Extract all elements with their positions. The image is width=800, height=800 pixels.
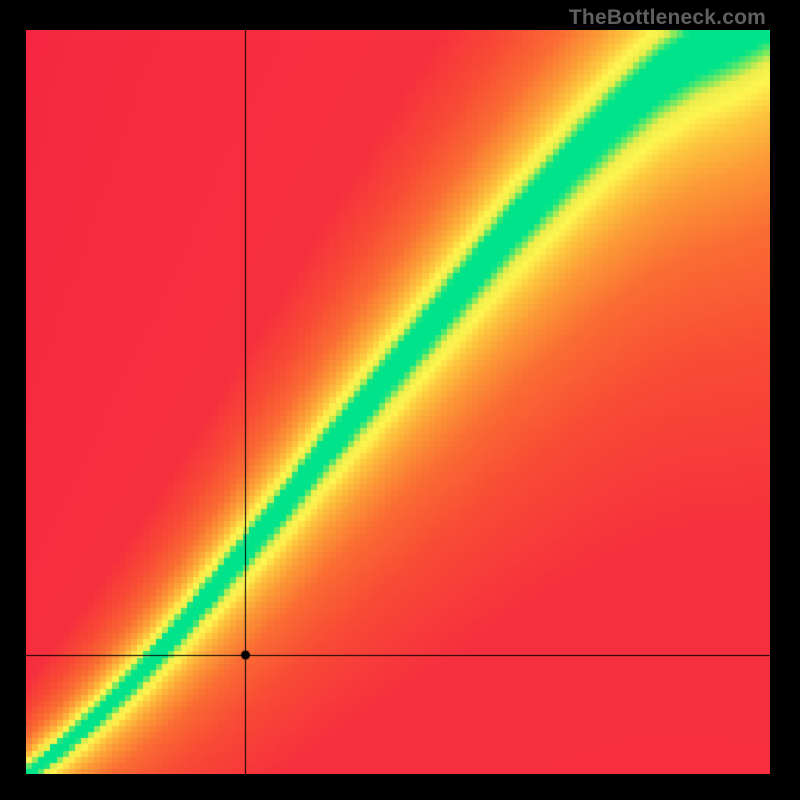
heatmap-canvas [26,30,770,774]
watermark-label: TheBottleneck.com [569,6,766,30]
chart-container: TheBottleneck.com [0,0,800,800]
